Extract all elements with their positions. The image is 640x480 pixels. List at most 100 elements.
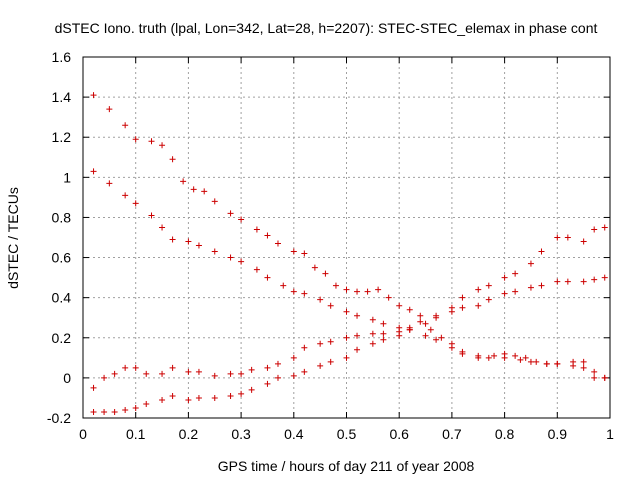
data-point (290, 288, 297, 295)
data-point (380, 336, 387, 343)
data-point (101, 374, 108, 381)
data-point (185, 238, 192, 245)
data-point (143, 370, 150, 377)
data-point (369, 340, 376, 347)
data-point (327, 358, 334, 365)
data-point (148, 138, 155, 145)
data-point (132, 364, 139, 371)
data-point (90, 168, 97, 175)
data-point (601, 374, 608, 381)
data-point (290, 354, 297, 361)
data-point (564, 234, 571, 241)
data-point (512, 288, 519, 295)
data-point (274, 374, 281, 381)
series-track-3 (90, 224, 608, 391)
data-point (227, 254, 234, 261)
data-point (422, 320, 429, 327)
data-point (343, 308, 350, 315)
data-point (343, 286, 350, 293)
data-point (159, 370, 166, 377)
data-point (417, 312, 424, 319)
data-point (438, 334, 445, 341)
data-point (211, 198, 218, 205)
y-tick-label: 1 (63, 169, 71, 185)
data-point (354, 288, 361, 295)
data-point (343, 354, 350, 361)
y-tick-label: 0 (63, 370, 71, 386)
data-point (122, 122, 129, 129)
data-point (580, 364, 587, 371)
data-point (195, 394, 202, 401)
data-point (322, 270, 329, 277)
data-point (601, 224, 608, 231)
data-point (132, 404, 139, 411)
data-point (580, 238, 587, 245)
data-point (527, 284, 534, 291)
data-point (169, 364, 176, 371)
data-point (385, 294, 392, 301)
data-point (211, 372, 218, 379)
x-tick-label: 0.3 (231, 426, 251, 442)
data-point (543, 360, 550, 367)
data-point (501, 290, 508, 297)
data-point (433, 336, 440, 343)
data-point (211, 394, 218, 401)
data-point (317, 340, 324, 347)
data-point (512, 270, 519, 277)
data-point (396, 302, 403, 309)
data-point (101, 408, 108, 415)
data-point (380, 330, 387, 337)
y-tick-label: 0.6 (52, 250, 72, 266)
data-point (417, 318, 424, 325)
y-tick-label: 1.4 (52, 89, 72, 105)
data-point (475, 286, 482, 293)
data-point (122, 192, 129, 199)
chart-title: dSTEC Iono. truth (lpal, Lon=342, Lat=28… (55, 20, 598, 36)
data-point (369, 330, 376, 337)
tick-labels: 0 0.1 0.2 0.3 0.4 0.5 0.6 0.7 0.8 0.9 1 -0.2 0 0.2 0.4… (47, 49, 614, 442)
data-point (501, 354, 508, 361)
data-marks (90, 92, 608, 415)
data-point (580, 278, 587, 285)
data-point (195, 242, 202, 249)
x-tick-label: 0.4 (284, 426, 304, 442)
data-point (274, 240, 281, 247)
data-point (301, 290, 308, 297)
data-point (311, 264, 318, 271)
data-point (169, 392, 176, 399)
y-tick-label: -0.2 (47, 410, 71, 426)
data-point (406, 326, 413, 333)
data-point (106, 106, 113, 113)
plot-frame (82, 56, 611, 419)
data-point (554, 360, 561, 367)
data-point (317, 362, 324, 369)
data-point (201, 188, 208, 195)
data-point (533, 358, 540, 365)
x-axis-label: GPS time / hours of day 211 of year 2008 (218, 458, 475, 474)
data-point (180, 178, 187, 185)
data-point (512, 352, 519, 359)
data-point (227, 392, 234, 399)
data-point (238, 258, 245, 265)
data-point (459, 350, 466, 357)
data-point (148, 212, 155, 219)
data-point (132, 200, 139, 207)
data-point (169, 236, 176, 243)
data-point (238, 216, 245, 223)
data-point (195, 368, 202, 375)
data-point (538, 248, 545, 255)
data-point (591, 276, 598, 283)
data-point (90, 92, 97, 99)
data-point (375, 286, 382, 293)
data-point (185, 368, 192, 375)
data-point (406, 306, 413, 313)
data-point (90, 408, 97, 415)
data-point (332, 282, 339, 289)
data-point (264, 364, 271, 371)
y-tick-label: 1.2 (52, 129, 72, 145)
y-tick-label: 1.6 (52, 49, 72, 65)
data-point (190, 186, 197, 193)
y-tick-label: 0.2 (52, 330, 72, 346)
data-point (501, 274, 508, 281)
data-point (354, 346, 361, 353)
